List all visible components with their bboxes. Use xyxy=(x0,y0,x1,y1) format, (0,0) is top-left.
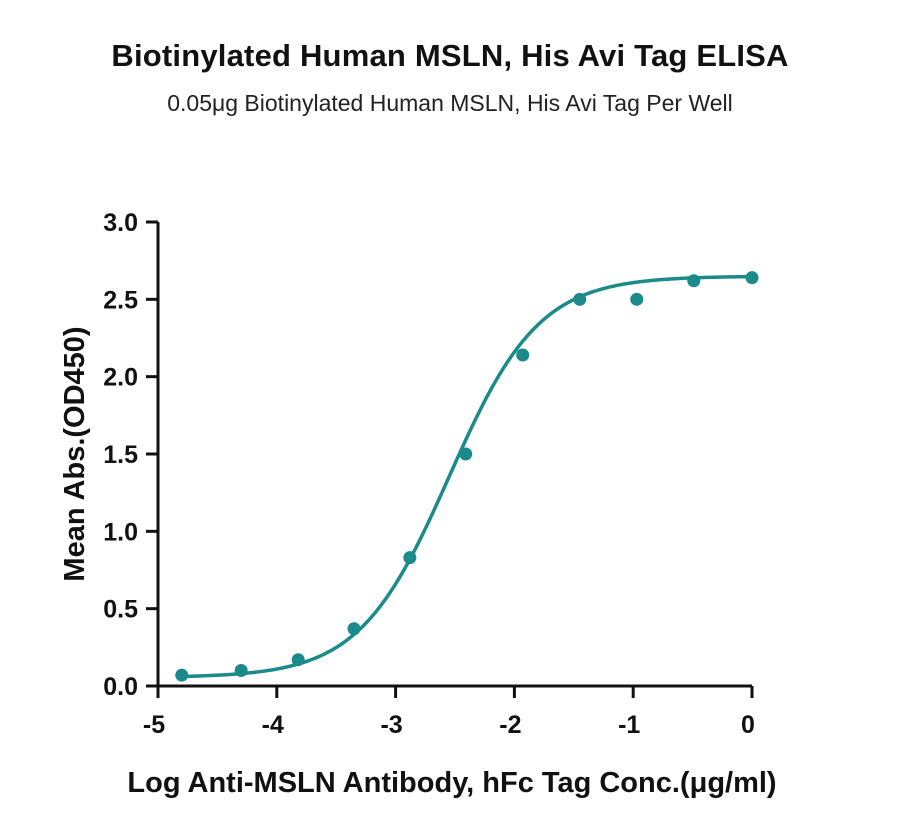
chart-title: Biotinylated Human MSLN, His Avi Tag ELI… xyxy=(111,38,789,73)
data-point xyxy=(459,447,473,461)
data-point xyxy=(745,271,759,285)
data-point xyxy=(687,274,701,288)
y-tick-label: 0.5 xyxy=(103,596,138,624)
y-tick-label: 1.0 xyxy=(103,518,138,546)
x-tick-label: 0 xyxy=(741,711,755,739)
data-point xyxy=(573,292,587,306)
data-point xyxy=(516,348,530,362)
x-axis-title: Log Anti-MSLN Antibody, hFc Tag Conc.(μg… xyxy=(127,767,776,799)
data-point xyxy=(234,664,248,678)
data-point xyxy=(403,551,417,565)
data-point xyxy=(175,668,189,682)
x-tick-label: -3 xyxy=(380,711,402,739)
x-tick-label: -1 xyxy=(618,711,640,739)
y-tick-label: 1.5 xyxy=(103,441,138,469)
y-tick-label: 2.5 xyxy=(103,286,138,314)
chart-subtitle: 0.05μg Biotinylated Human MSLN, His Avi … xyxy=(167,90,733,116)
axes: 0.0 0.5 1.0 1.5 2.0 2.5 3.0 -5 -4 -3 -2 -1 0 xyxy=(103,209,755,739)
x-tick-label: -5 xyxy=(143,711,165,739)
data-point xyxy=(291,653,305,667)
y-axis-title: Mean Abs.(OD450) xyxy=(59,326,91,581)
x-tick-label: -2 xyxy=(499,711,521,739)
y-tick-label: 2.0 xyxy=(103,364,138,392)
x-tick-label: -4 xyxy=(262,711,284,739)
fit-curve xyxy=(181,274,753,679)
y-tick-label: 0.0 xyxy=(103,673,138,701)
fit-curve-group xyxy=(181,274,753,679)
data-point xyxy=(630,292,644,306)
y-tick-label: 3.0 xyxy=(103,209,138,237)
data-points xyxy=(175,271,759,682)
data-point xyxy=(347,622,361,636)
